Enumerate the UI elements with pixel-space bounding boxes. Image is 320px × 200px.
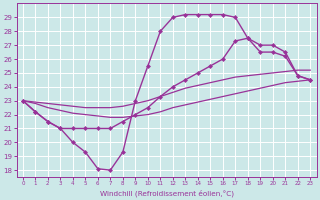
X-axis label: Windchill (Refroidissement éolien,°C): Windchill (Refroidissement éolien,°C)	[100, 189, 234, 197]
